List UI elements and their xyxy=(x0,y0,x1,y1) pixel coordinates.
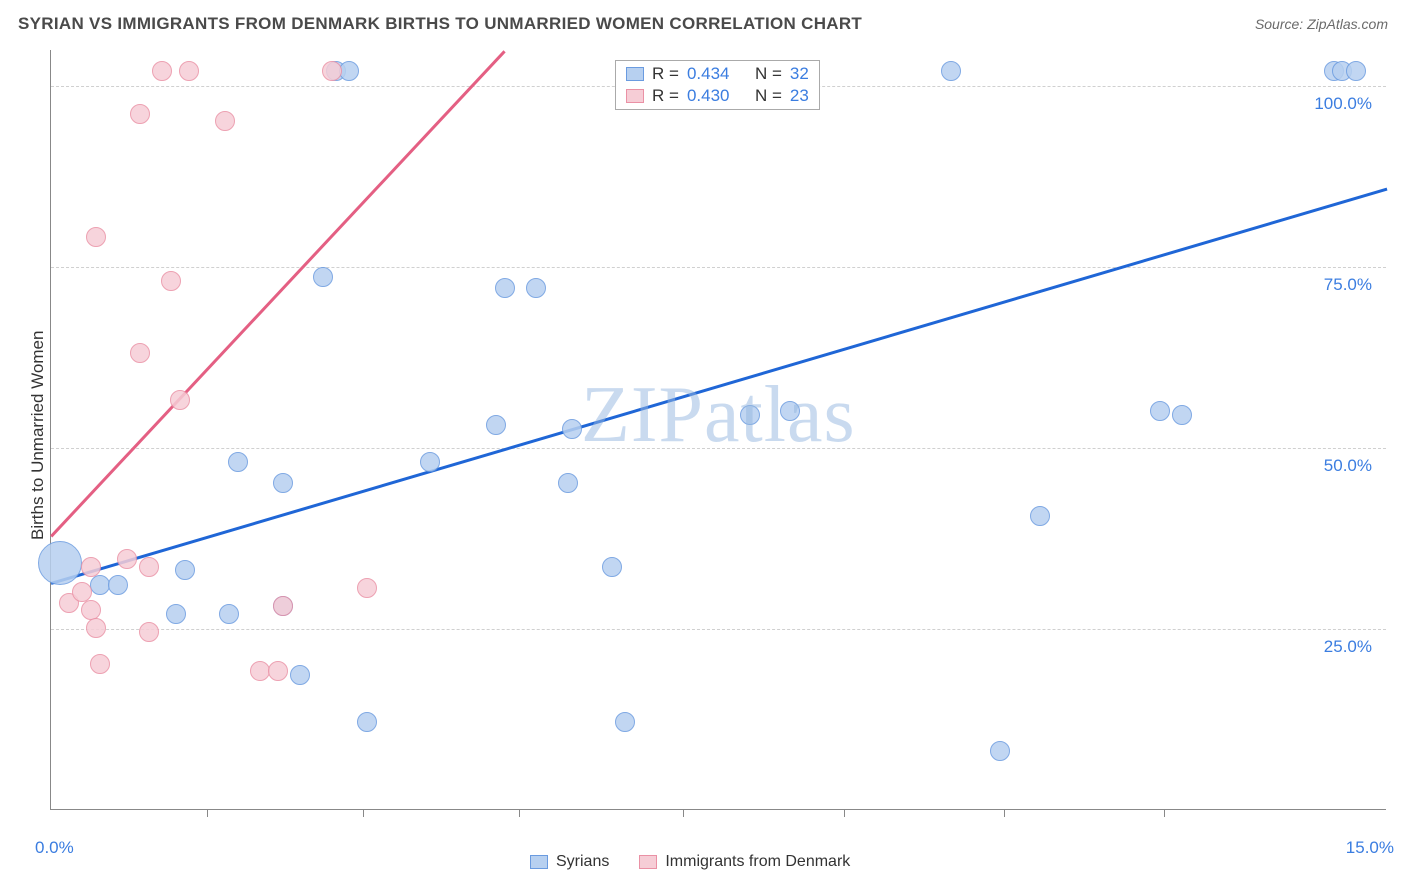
data-point xyxy=(558,473,578,493)
plot-area: ZIPatlas 25.0%50.0%75.0%100.0%0.0%15.0% xyxy=(50,50,1386,810)
data-point xyxy=(81,557,101,577)
r-label: R = xyxy=(652,86,679,106)
chart-source: Source: ZipAtlas.com xyxy=(1255,16,1388,32)
y-tick-label: 50.0% xyxy=(1324,456,1372,476)
y-axis-label: Births to Unmarried Women xyxy=(28,331,48,540)
x-tick xyxy=(844,809,845,817)
data-point xyxy=(273,473,293,493)
data-point xyxy=(179,61,199,81)
data-point xyxy=(130,343,150,363)
gridline xyxy=(51,448,1386,449)
x-tick-label: 0.0% xyxy=(35,838,74,858)
data-point xyxy=(175,560,195,580)
legend-row: R = 0.430 N = 23 xyxy=(616,85,819,107)
data-point xyxy=(117,549,137,569)
data-point xyxy=(108,575,128,595)
legend-row: R = 0.434 N = 32 xyxy=(616,63,819,85)
data-point xyxy=(357,578,377,598)
gridline xyxy=(51,629,1386,630)
data-point xyxy=(130,104,150,124)
data-point xyxy=(602,557,622,577)
chart-header: SYRIAN VS IMMIGRANTS FROM DENMARK BIRTHS… xyxy=(18,14,1388,34)
data-point xyxy=(941,61,961,81)
correlation-legend: R = 0.434 N = 32 R = 0.430 N = 23 xyxy=(615,60,820,110)
data-point xyxy=(86,618,106,638)
x-tick xyxy=(683,809,684,817)
legend-swatch xyxy=(639,855,657,869)
data-point xyxy=(357,712,377,732)
n-label: N = xyxy=(755,64,782,84)
data-point xyxy=(161,271,181,291)
data-point xyxy=(740,405,760,425)
data-point xyxy=(170,390,190,410)
data-point xyxy=(495,278,515,298)
x-tick xyxy=(363,809,364,817)
data-point xyxy=(38,541,82,585)
legend-swatch xyxy=(530,855,548,869)
r-value: 0.434 xyxy=(687,64,737,84)
series-legend: Syrians Immigrants from Denmark xyxy=(530,853,850,871)
data-point xyxy=(526,278,546,298)
data-point xyxy=(228,452,248,472)
data-point xyxy=(780,401,800,421)
r-label: R = xyxy=(652,64,679,84)
x-tick xyxy=(1164,809,1165,817)
data-point xyxy=(420,452,440,472)
data-point xyxy=(72,582,92,602)
data-point xyxy=(562,419,582,439)
n-value: 32 xyxy=(790,64,809,84)
data-point xyxy=(152,61,172,81)
x-tick xyxy=(519,809,520,817)
data-point xyxy=(219,604,239,624)
x-tick xyxy=(207,809,208,817)
y-tick-label: 100.0% xyxy=(1314,94,1372,114)
data-point xyxy=(139,622,159,642)
data-point xyxy=(81,600,101,620)
data-point xyxy=(615,712,635,732)
data-point xyxy=(166,604,186,624)
chart-title: SYRIAN VS IMMIGRANTS FROM DENMARK BIRTHS… xyxy=(18,14,862,34)
data-point xyxy=(1030,506,1050,526)
data-point xyxy=(322,61,342,81)
data-point xyxy=(990,741,1010,761)
data-point xyxy=(273,596,293,616)
n-label: N = xyxy=(755,86,782,106)
n-value: 23 xyxy=(790,86,809,106)
legend-swatch xyxy=(626,89,644,103)
data-point xyxy=(139,557,159,577)
legend-swatch xyxy=(626,67,644,81)
y-tick-label: 25.0% xyxy=(1324,637,1372,657)
data-point xyxy=(313,267,333,287)
data-point xyxy=(1150,401,1170,421)
series-name: Syrians xyxy=(556,853,609,871)
r-value: 0.430 xyxy=(687,86,737,106)
series-legend-item: Syrians xyxy=(530,853,609,871)
data-point xyxy=(90,654,110,674)
data-point xyxy=(486,415,506,435)
trend-line xyxy=(51,188,1388,585)
data-point xyxy=(339,61,359,81)
data-point xyxy=(1346,61,1366,81)
series-name: Immigrants from Denmark xyxy=(665,853,850,871)
x-tick-label: 15.0% xyxy=(1346,838,1394,858)
data-point xyxy=(290,665,310,685)
data-point xyxy=(268,661,288,681)
data-point xyxy=(215,111,235,131)
gridline xyxy=(51,267,1386,268)
y-tick-label: 75.0% xyxy=(1324,275,1372,295)
data-point xyxy=(86,227,106,247)
series-legend-item: Immigrants from Denmark xyxy=(639,853,850,871)
data-point xyxy=(1172,405,1192,425)
x-tick xyxy=(1004,809,1005,817)
